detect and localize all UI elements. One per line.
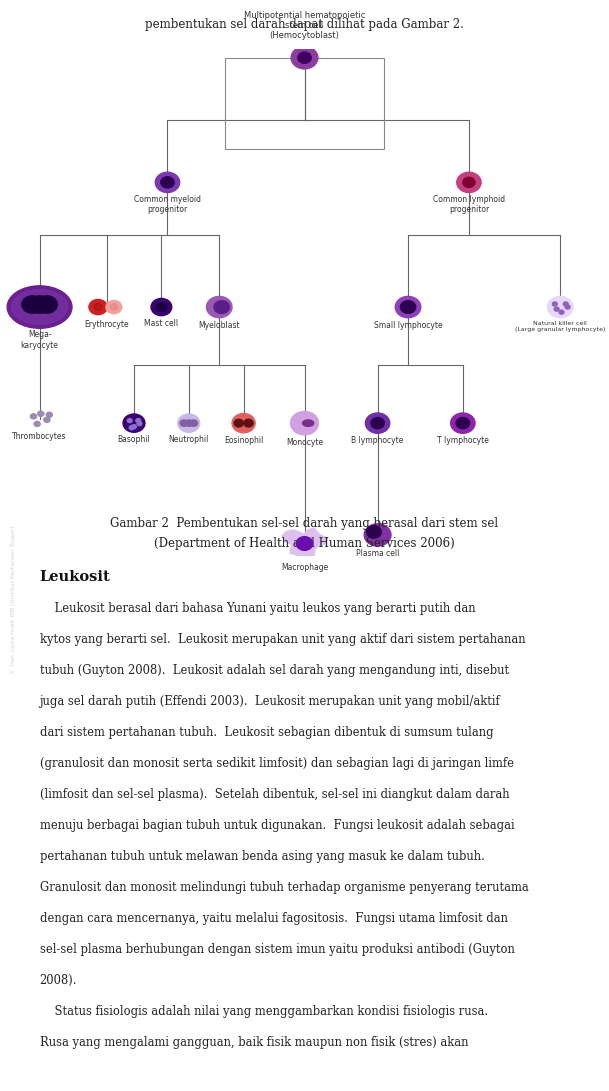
Circle shape	[137, 421, 142, 425]
Text: menuju berbagai bagian tubuh untuk digunakan.  Fungsi leukosit adalah sebagai: menuju berbagai bagian tubuh untuk digun…	[40, 819, 514, 832]
Circle shape	[30, 413, 37, 419]
Circle shape	[554, 307, 559, 311]
Circle shape	[180, 420, 188, 427]
Circle shape	[123, 413, 145, 432]
Text: juga sel darah putih (Effendi 2003).  Leukosit merupakan unit yang mobil/aktif: juga sel darah putih (Effendi 2003). Leu…	[40, 695, 501, 708]
Text: Gambar 2  Pembentukan sel-sel darah yang berasal dari stem sel: Gambar 2 Pembentukan sel-sel darah yang …	[110, 517, 499, 530]
Circle shape	[214, 301, 230, 313]
Circle shape	[151, 299, 172, 315]
Text: Neutrophil: Neutrophil	[169, 435, 209, 444]
Text: 2008).: 2008).	[40, 974, 77, 987]
Circle shape	[22, 296, 43, 313]
Text: Basophil: Basophil	[118, 435, 150, 444]
Text: kytos yang berarti sel.  Leukosit merupakan unit yang aktif dari sistem pertahan: kytos yang berarti sel. Leukosit merupak…	[40, 633, 525, 646]
Text: (limfosit dan sel-sel plasma).  Setelah dibentuk, sel-sel ini diangkut dalam dar: (limfosit dan sel-sel plasma). Setelah d…	[40, 788, 509, 801]
Text: Mast cell: Mast cell	[144, 319, 178, 327]
Text: tubuh (Guyton 2008).  Leukosit adalah sel darah yang mengandung inti, disebut: tubuh (Guyton 2008). Leukosit adalah sel…	[40, 663, 509, 676]
Text: sel-sel plasma berhubungan dengan sistem imun yaitu produksi antibodi (Guyton: sel-sel plasma berhubungan dengan sistem…	[40, 943, 515, 956]
Text: Rusa yang mengalami gangguan, baik fisik maupun non fisik (stres) akan: Rusa yang mengalami gangguan, baik fisik…	[40, 1036, 468, 1048]
Text: Plasma cell: Plasma cell	[356, 549, 400, 559]
Text: B lymphocyte: B lymphocyte	[351, 436, 404, 445]
Circle shape	[364, 524, 391, 547]
Circle shape	[552, 302, 557, 307]
Circle shape	[127, 419, 132, 422]
Text: dengan cara mencernanya, yaitu melalui fagositosis.  Fungsi utama limfosit dan: dengan cara mencernanya, yaitu melalui f…	[40, 912, 507, 925]
Text: pembentukan sel darah dapat dilihat pada Gambar 2.: pembentukan sel darah dapat dilihat pada…	[145, 19, 464, 31]
Circle shape	[106, 300, 122, 313]
Circle shape	[44, 418, 50, 422]
Circle shape	[89, 299, 107, 314]
Text: Erythrocyte: Erythrocyte	[84, 321, 129, 329]
Text: T lymphocyte: T lymphocyte	[437, 436, 489, 445]
Circle shape	[37, 296, 57, 313]
Circle shape	[94, 303, 102, 311]
Circle shape	[365, 413, 390, 433]
Circle shape	[46, 412, 52, 418]
Polygon shape	[282, 528, 328, 564]
Text: (Department of Health and Human Services 2006): (Department of Health and Human Services…	[154, 537, 455, 550]
Text: Monocyte: Monocyte	[286, 437, 323, 447]
Circle shape	[559, 310, 564, 314]
Text: Granulosit dan monosit melindungi tubuh terhadap organisme penyerang terutama: Granulosit dan monosit melindungi tubuh …	[40, 880, 529, 894]
Circle shape	[185, 420, 192, 427]
Text: Small lymphocyte: Small lymphocyte	[374, 321, 442, 329]
Text: Macrophage: Macrophage	[281, 563, 328, 572]
Circle shape	[244, 419, 253, 427]
Circle shape	[563, 302, 568, 307]
Circle shape	[400, 301, 416, 313]
Circle shape	[232, 413, 255, 433]
Circle shape	[206, 297, 232, 317]
Circle shape	[29, 296, 50, 313]
Circle shape	[565, 305, 570, 309]
Circle shape	[290, 411, 319, 435]
Text: Common lymphoid
progenitor: Common lymphoid progenitor	[433, 195, 505, 215]
Ellipse shape	[12, 290, 68, 324]
Ellipse shape	[303, 420, 314, 427]
Text: © Hak cipta milik IPB (Institut Pertanian Bogor): © Hak cipta milik IPB (Institut Pertania…	[10, 526, 16, 674]
Circle shape	[367, 526, 381, 538]
Circle shape	[38, 411, 44, 417]
Circle shape	[451, 413, 475, 433]
Text: Natural killer cell
(Large granular lymphocyte): Natural killer cell (Large granular lymp…	[515, 321, 605, 332]
Circle shape	[457, 172, 481, 192]
Circle shape	[178, 413, 200, 432]
Text: Common myeloid
progenitor: Common myeloid progenitor	[134, 195, 201, 215]
Circle shape	[136, 419, 141, 422]
Circle shape	[371, 418, 384, 429]
Circle shape	[547, 297, 573, 317]
Circle shape	[161, 177, 174, 188]
Text: (granulosit dan monosit serta sedikit limfosit) dan sebagian lagi di jaringan li: (granulosit dan monosit serta sedikit li…	[40, 757, 513, 770]
Circle shape	[129, 425, 134, 430]
Text: Eosinophil: Eosinophil	[224, 435, 263, 445]
Circle shape	[234, 419, 244, 427]
Text: Thrombocytes: Thrombocytes	[12, 432, 67, 441]
Text: Leukosit berasal dari bahasa Yunani yaitu leukos yang berarti putih dan: Leukosit berasal dari bahasa Yunani yait…	[40, 602, 475, 615]
Circle shape	[456, 418, 470, 429]
Circle shape	[156, 302, 167, 311]
Ellipse shape	[7, 286, 72, 328]
Circle shape	[132, 424, 136, 429]
Circle shape	[298, 52, 311, 63]
Text: dari sistem pertahanan tubuh.  Leukosit sebagian dibentuk di sumsum tulang: dari sistem pertahanan tubuh. Leukosit s…	[40, 726, 493, 739]
Text: Status fisiologis adalah nilai yang menggambarkan kondisi fisiologis rusa.: Status fisiologis adalah nilai yang meng…	[40, 1005, 488, 1018]
Circle shape	[190, 420, 197, 427]
Text: pertahanan tubuh untuk melawan benda asing yang masuk ke dalam tubuh.: pertahanan tubuh untuk melawan benda asi…	[40, 850, 485, 863]
Text: Leukosit: Leukosit	[40, 570, 110, 584]
Text: Myeloblast: Myeloblast	[199, 321, 240, 329]
Circle shape	[291, 47, 318, 69]
Circle shape	[463, 178, 475, 188]
Text: Mega-
karyocyte: Mega- karyocyte	[21, 331, 58, 350]
Circle shape	[34, 421, 40, 427]
Circle shape	[296, 537, 313, 550]
Circle shape	[110, 304, 118, 310]
Circle shape	[155, 172, 180, 192]
Text: Multipotential hematopoietic
stem cell
(Hemocytoblast): Multipotential hematopoietic stem cell (…	[244, 11, 365, 40]
Circle shape	[395, 297, 421, 317]
